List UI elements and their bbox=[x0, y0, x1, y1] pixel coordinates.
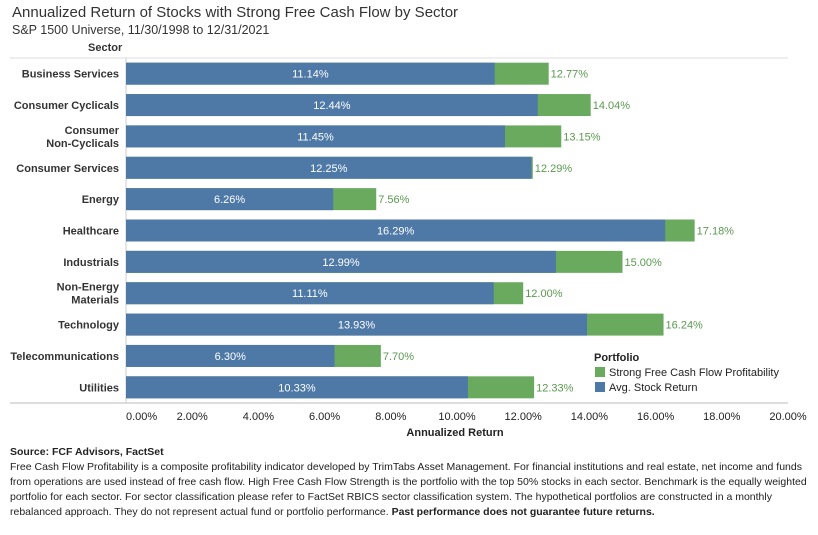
x-axis-ticks: 0.00% 2.00% 4.00% 6.00% 8.00% 10.00% 12.00% 14.… bbox=[126, 411, 807, 423]
category-label: Non-Cyclicals bbox=[46, 138, 119, 150]
category-label: Non-Energy bbox=[57, 282, 120, 294]
legend-label: Avg. Stock Return bbox=[609, 382, 697, 394]
data-label-avg: 12.99% bbox=[322, 257, 360, 269]
data-label-strong: 15.00% bbox=[625, 257, 663, 269]
category-label: Consumer Cyclicals bbox=[14, 100, 119, 112]
category-labels: Business Services Consumer Cyclicals Consu… bbox=[10, 69, 119, 395]
bar-avg-return bbox=[126, 313, 588, 336]
data-label-strong: 12.00% bbox=[525, 288, 563, 300]
source-note: Source: FCF Advisors, FactSet bbox=[10, 446, 164, 458]
category-label: Telecommunications bbox=[10, 351, 119, 363]
x-tick-label: 16.00% bbox=[637, 411, 675, 423]
bar-avg-return bbox=[126, 250, 556, 273]
x-tick-label: 8.00% bbox=[375, 411, 406, 423]
bar-avg-return bbox=[126, 94, 538, 117]
data-label-strong: 16.24% bbox=[666, 320, 704, 332]
x-tick-label: 18.00% bbox=[703, 411, 741, 423]
bar-avg-return bbox=[126, 282, 494, 305]
data-label-strong: 7.56% bbox=[378, 194, 409, 206]
bar-avg-return bbox=[126, 156, 532, 179]
category-label: Consumer bbox=[65, 125, 120, 137]
footnote-text: Free Cash Flow Profitability is a compos… bbox=[10, 461, 807, 518]
bar-avg-return bbox=[126, 188, 334, 211]
data-label-avg: 10.33% bbox=[278, 382, 316, 394]
x-tick-label: 20.00% bbox=[769, 411, 807, 423]
category-label: Healthcare bbox=[63, 226, 119, 238]
legend-label: Strong Free Cash Flow Profitability bbox=[609, 367, 779, 379]
y-axis-title: Sector bbox=[88, 42, 123, 54]
bar-avg-return bbox=[126, 376, 468, 399]
data-label-avg: 13.93% bbox=[338, 320, 376, 332]
chart-subtitle: S&P 1500 Universe, 11/30/1998 to 12/31/2… bbox=[12, 23, 270, 37]
footnote-disclaimer: Past performance does not guarantee futu… bbox=[391, 506, 655, 518]
category-label: Utilities bbox=[79, 382, 119, 394]
category-label: Energy bbox=[82, 194, 120, 206]
legend: Portfolio Strong Free Cash Flow Profitabi… bbox=[594, 352, 779, 394]
x-tick-label: 2.00% bbox=[177, 411, 208, 423]
footnote: Free Cash Flow Profitability is a compos… bbox=[10, 460, 810, 520]
data-label-strong: 14.04% bbox=[593, 100, 631, 112]
category-label: Business Services bbox=[22, 69, 119, 81]
x-tick-label: 10.00% bbox=[438, 411, 476, 423]
x-tick-label: 14.00% bbox=[571, 411, 609, 423]
data-label-strong: 13.15% bbox=[563, 131, 601, 143]
data-label-strong: 7.70% bbox=[383, 351, 414, 363]
data-label-avg: 12.25% bbox=[310, 163, 348, 175]
x-axis-title: Annualized Return bbox=[406, 427, 503, 439]
bar-avg-return bbox=[126, 62, 495, 85]
data-label-avg: 16.29% bbox=[377, 226, 415, 238]
bar-avg-return bbox=[126, 125, 505, 148]
category-label: Industrials bbox=[63, 257, 119, 269]
data-label-avg: 6.26% bbox=[214, 194, 245, 206]
data-label-avg: 12.44% bbox=[313, 100, 351, 112]
legend-swatch bbox=[595, 382, 605, 392]
x-tick-label: 0.00% bbox=[126, 411, 157, 423]
x-tick-label: 12.00% bbox=[505, 411, 543, 423]
bars: 11.14% 12.77% 12.44% 14.04% 11.45% 13.15% 12.2… bbox=[126, 62, 735, 399]
data-label-strong: 12.33% bbox=[536, 382, 574, 394]
chart-title: Annualized Return of Stocks with Strong … bbox=[12, 4, 459, 21]
bar-chart: 11.14% 12.77% 12.44% 14.04% 11.45% 13.15% 12.2… bbox=[10, 57, 807, 439]
data-label-avg: 11.11% bbox=[292, 288, 328, 300]
legend-title: Portfolio bbox=[594, 352, 639, 364]
category-label: Materials bbox=[71, 295, 119, 307]
bar-avg-return bbox=[126, 219, 666, 242]
bar-avg-return bbox=[126, 344, 335, 367]
data-label-strong: 12.77% bbox=[551, 69, 589, 81]
data-label-avg: 11.14% bbox=[292, 69, 329, 81]
data-label-strong: 12.29% bbox=[535, 163, 573, 175]
x-tick-label: 6.00% bbox=[309, 411, 340, 423]
legend-swatch bbox=[595, 367, 605, 377]
data-label-avg: 11.45% bbox=[297, 131, 334, 143]
x-tick-label: 4.00% bbox=[243, 411, 274, 423]
data-label-strong: 17.18% bbox=[697, 226, 735, 238]
data-label-avg: 6.30% bbox=[215, 351, 246, 363]
category-label: Technology bbox=[58, 320, 120, 332]
category-label: Consumer Services bbox=[16, 163, 119, 175]
